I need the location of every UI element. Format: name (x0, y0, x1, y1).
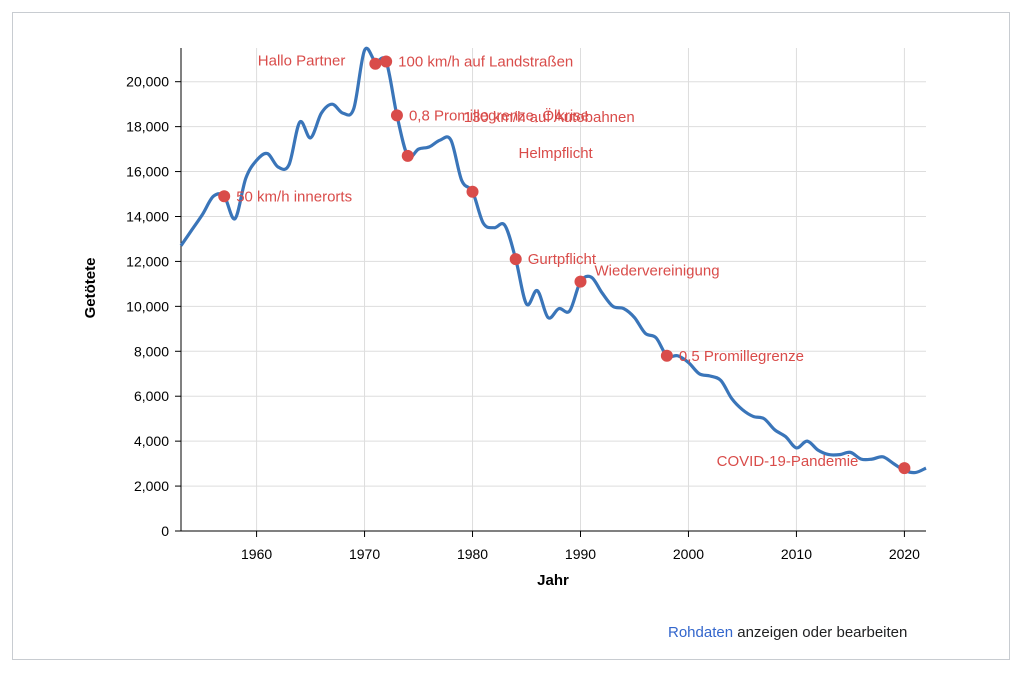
annotation-marker (401, 149, 414, 162)
y-axis-label: Getötete (82, 258, 99, 319)
y-tick-label: 14,000 (126, 208, 169, 224)
annotation-marker (660, 349, 673, 362)
y-tick-label: 18,000 (126, 119, 169, 135)
y-tick-label: 0 (161, 523, 169, 539)
annotation-label: Wiedervereinigung (594, 263, 719, 280)
chart-frame (12, 12, 1010, 660)
x-tick-label: 1970 (349, 546, 380, 562)
annotation-marker (380, 55, 393, 68)
annotation-label: 100 km/h auf Landstraßen (398, 53, 573, 70)
y-tick-label: 4,000 (134, 433, 169, 449)
annotation-marker (369, 57, 382, 70)
annotation-label: 130 km/h auf Autobahnen (464, 109, 635, 126)
x-tick-label: 1980 (457, 546, 488, 562)
y-tick-label: 6,000 (134, 388, 169, 404)
y-tick-label: 8,000 (134, 343, 169, 359)
annotation-label: 0,5 Promillegrenze (679, 348, 804, 365)
raw-data-link[interactable]: Rohdaten (668, 624, 734, 641)
annotation-label: 0,8 Promillegrenze, Ölkrise (409, 106, 589, 124)
y-tick-label: 20,000 (126, 74, 169, 90)
x-axis-label: Jahr (537, 572, 569, 589)
annotation-marker (466, 185, 479, 198)
annotation-label: Helmpflicht (519, 145, 594, 162)
annotation-marker (574, 275, 587, 288)
y-tick-label: 12,000 (126, 253, 169, 269)
x-tick-label: 1960 (241, 546, 272, 562)
y-tick-label: 16,000 (126, 164, 169, 180)
x-tick-label: 2020 (889, 546, 920, 562)
y-tick-label: 10,000 (126, 298, 169, 314)
annotation-label: Hallo Partner (258, 53, 346, 70)
annotation-labels: 50 km/h innerorts Hallo Partner 100 km/h a… (236, 53, 858, 470)
annotation-marker (898, 462, 911, 475)
annotation-markers (218, 55, 911, 475)
footer-text: anzeigen oder bearbeiten (733, 624, 908, 641)
annotation-label: Gurtpflicht (528, 251, 597, 268)
series (179, 46, 927, 475)
annotation-marker (390, 109, 403, 122)
footer: Rohdaten anzeigen oder bearbeiten (668, 624, 907, 641)
annotation-label: COVID-19-Pandemie (717, 453, 859, 470)
x-tick-label: 2000 (673, 546, 704, 562)
x-tick-label: 1990 (565, 546, 596, 562)
x-tick-label: 2010 (781, 546, 812, 562)
annotation-label: 50 km/h innerorts (236, 188, 352, 205)
annotation-marker (218, 190, 231, 203)
annotation-marker (509, 253, 522, 266)
axes: 0 2,000 4,000 6,000 8,000 10,000 12,000 14,000 1… (126, 48, 926, 562)
y-tick-label: 2,000 (134, 478, 169, 494)
series-line (179, 46, 927, 475)
